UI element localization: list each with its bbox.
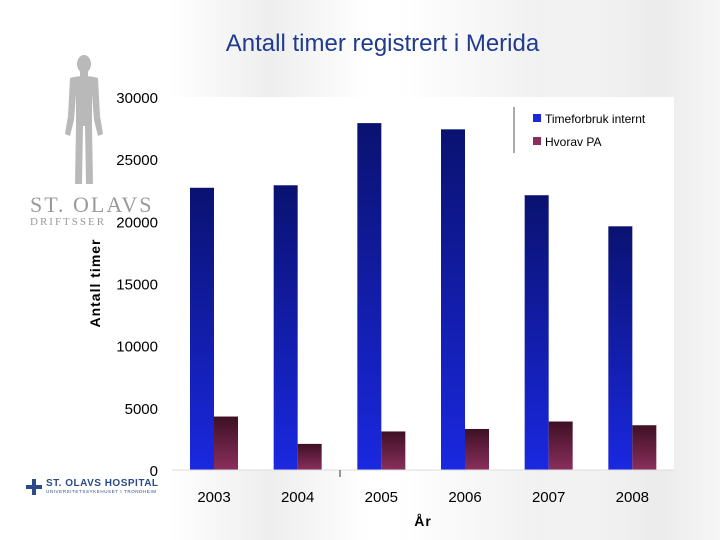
bar-internal-2004 <box>273 185 298 470</box>
bar-pa-2006 <box>465 428 489 470</box>
x-axis-ticks: 2003 2004 2005 2006 2007 2008 <box>197 489 649 506</box>
slide-title: Antall timer registrert i Merida <box>225 30 540 57</box>
x-tick-label: 2008 <box>616 489 649 506</box>
y-tick-label: 10000 <box>116 339 158 356</box>
bar-internal-2008 <box>608 226 633 470</box>
x-tick-label: 2004 <box>281 489 314 506</box>
hospital-subtitle: UNIVERSITETSSYKEHUSET I TRONDHEIM <box>46 489 157 494</box>
bar-internal-2005 <box>357 123 382 471</box>
bar-internal-2006 <box>441 129 465 470</box>
x-tick-label: 2007 <box>532 489 565 506</box>
background-logo-sub: DRIFTSSER <box>30 216 107 228</box>
bar-pa-2005 <box>381 431 406 470</box>
y-tick-label: 15000 <box>116 277 158 294</box>
y-tick-label: 20000 <box>116 214 158 231</box>
y-tick-label: 0 <box>150 463 158 480</box>
bar-pa-2004 <box>297 443 322 470</box>
legend-label-pa: Hvorav PA <box>545 135 601 149</box>
y-tick-label: 5000 <box>125 401 158 418</box>
bar-pa-2007 <box>548 421 573 470</box>
human-silhouette-icon <box>65 55 103 184</box>
bar-pa-2003 <box>214 416 238 470</box>
plot-area <box>172 97 674 470</box>
y-axis-title: Antall timer <box>87 238 103 327</box>
legend-swatch-internal <box>533 114 541 122</box>
y-tick-label: 25000 <box>116 152 158 169</box>
bar-internal-2007 <box>524 195 549 470</box>
background-logo-name: ST. OLAVS <box>30 192 154 217</box>
legend-swatch-pa <box>533 137 541 145</box>
bar-pa-2008 <box>632 425 657 470</box>
bar-internal-2003 <box>190 187 214 470</box>
x-tick-label: 2003 <box>197 489 230 506</box>
x-axis-title: År <box>414 513 432 529</box>
bars <box>190 123 657 471</box>
legend: Timeforbruk internt Hvorav PA <box>513 107 646 153</box>
legend-label-internal: Timeforbruk internt <box>545 112 646 126</box>
x-tick-label: 2006 <box>448 489 481 506</box>
x-tick-label: 2005 <box>365 489 398 506</box>
hospital-logo-icon <box>26 478 42 495</box>
y-axis-ticks: 0 5000 10000 15000 20000 25000 30000 <box>116 90 158 480</box>
hospital-name: ST. OLAVS HOSPITAL <box>46 478 159 489</box>
hospital-logo: ST. OLAVS HOSPITAL UNIVERSITETSSYKEHUSET… <box>26 478 159 495</box>
y-tick-label: 30000 <box>116 90 158 107</box>
